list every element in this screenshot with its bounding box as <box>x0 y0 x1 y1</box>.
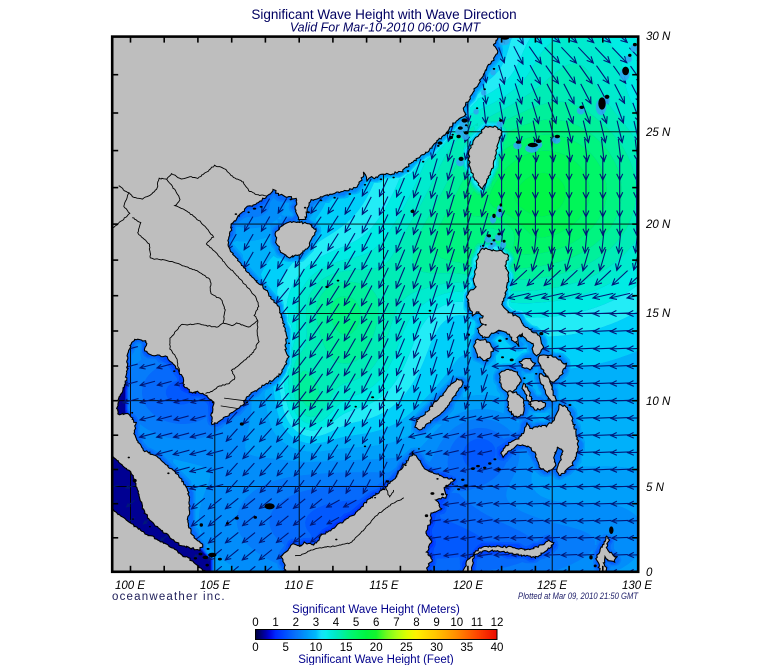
svg-text:5: 5 <box>282 642 288 654</box>
svg-text:1: 1 <box>272 617 278 629</box>
svg-text:0: 0 <box>252 617 258 629</box>
svg-text:125 E: 125 E <box>537 580 567 592</box>
svg-text:15: 15 <box>340 642 353 654</box>
svg-text:10 N: 10 N <box>646 396 671 408</box>
svg-text:6: 6 <box>373 617 379 629</box>
svg-text:7: 7 <box>393 617 399 629</box>
svg-text:105 E: 105 E <box>200 580 230 592</box>
svg-text:11: 11 <box>471 617 483 629</box>
svg-text:25 N: 25 N <box>645 127 671 139</box>
svg-text:0: 0 <box>252 642 258 654</box>
svg-text:2: 2 <box>293 617 299 629</box>
svg-text:Valid For Mar-10-2010 06:00 GM: Valid For Mar-10-2010 06:00 GMT <box>290 21 482 35</box>
svg-text:115 E: 115 E <box>369 580 399 592</box>
svg-text:Significant Wave Height (Feet): Significant Wave Height (Feet) <box>298 654 454 665</box>
svg-text:5 N: 5 N <box>646 482 665 494</box>
svg-text:20 N: 20 N <box>645 219 671 231</box>
svg-text:oceanweather inc.: oceanweather inc. <box>112 591 226 603</box>
svg-text:25: 25 <box>400 642 413 654</box>
svg-text:10: 10 <box>310 642 323 654</box>
svg-text:30: 30 <box>430 642 443 654</box>
svg-text:40: 40 <box>491 642 504 654</box>
svg-text:12: 12 <box>491 617 504 629</box>
svg-text:5: 5 <box>353 617 359 629</box>
svg-text:3: 3 <box>313 617 319 629</box>
svg-text:8: 8 <box>413 617 419 629</box>
svg-text:130 E: 130 E <box>622 580 652 592</box>
svg-text:100 E: 100 E <box>115 580 145 592</box>
svg-text:10: 10 <box>450 617 463 629</box>
svg-text:35: 35 <box>460 642 473 654</box>
svg-text:9: 9 <box>433 617 439 629</box>
svg-text:15 N: 15 N <box>646 308 671 320</box>
svg-text:4: 4 <box>333 617 340 629</box>
svg-text:20: 20 <box>370 642 383 654</box>
svg-text:0: 0 <box>646 567 653 579</box>
svg-text:Plotted at Mar 09, 2010 21:50: Plotted at Mar 09, 2010 21:50 GMT <box>518 591 639 602</box>
svg-text:110 E: 110 E <box>284 580 314 592</box>
svg-text:Significant Wave Height with W: Significant Wave Height with Wave Direct… <box>251 7 516 22</box>
svg-text:Significant Wave Height (Meter: Significant Wave Height (Meters) <box>292 604 460 616</box>
svg-text:120 E: 120 E <box>453 580 483 592</box>
svg-text:30 N: 30 N <box>646 31 671 43</box>
